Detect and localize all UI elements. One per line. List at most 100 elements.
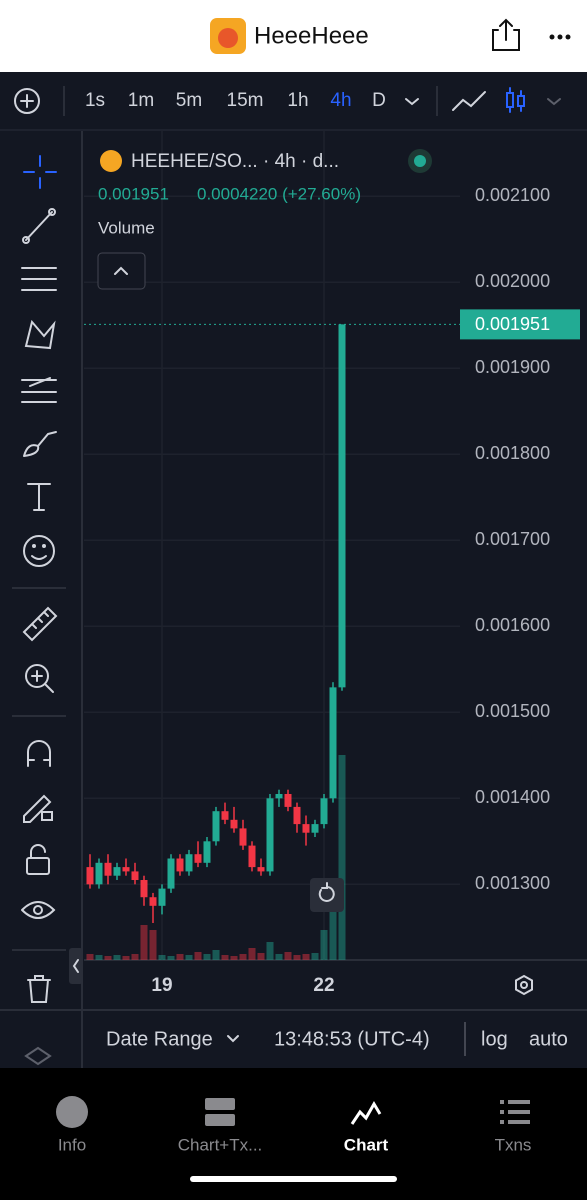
toolbar-bg xyxy=(0,72,587,130)
candle-body xyxy=(203,841,211,863)
tools-bg xyxy=(0,131,82,1068)
y-tick-label: 0.001700 xyxy=(475,529,550,549)
lock-tool[interactable] xyxy=(26,844,50,875)
interval-menu[interactable] xyxy=(405,98,419,106)
date-range[interactable]: Date Range xyxy=(106,1028,213,1050)
plot xyxy=(84,130,460,960)
volume-bar xyxy=(338,755,346,960)
tab[interactable]: Txns xyxy=(495,1135,532,1154)
chart-tx-icon xyxy=(205,1114,235,1126)
y-tick-label: 0.001400 xyxy=(475,787,550,807)
x-tick-label: 19 xyxy=(151,975,172,996)
volume-bar xyxy=(329,900,337,960)
candle-body xyxy=(275,794,283,799)
candle-body xyxy=(176,858,184,872)
interval[interactable]: 1h xyxy=(287,90,308,111)
ruler-tool[interactable] xyxy=(22,606,58,642)
chart-tab-icon xyxy=(350,1101,382,1125)
log-toggle[interactable]: log xyxy=(481,1028,508,1050)
reset-icon xyxy=(318,882,335,902)
text-tool[interactable] xyxy=(27,483,51,511)
volume-bar xyxy=(284,952,292,960)
candle-body xyxy=(266,798,274,872)
tab[interactable]: Chart+Tx... xyxy=(178,1135,263,1154)
legend-toggle-icon xyxy=(114,266,128,275)
line-type-button[interactable] xyxy=(452,91,486,111)
date-range-chevron xyxy=(227,1035,239,1043)
candle-body xyxy=(140,880,148,898)
tab[interactable]: Info xyxy=(58,1135,86,1154)
chart-type-menu[interactable] xyxy=(547,98,561,106)
legend-toggle[interactable] xyxy=(97,252,146,290)
interval[interactable]: 15m xyxy=(227,90,264,111)
clock: 13:48:53 (UTC-4) xyxy=(274,1028,430,1050)
legend-price: 0.001951 xyxy=(98,184,169,203)
emoji-tool[interactable] xyxy=(23,535,55,567)
collapse-tab[interactable] xyxy=(69,948,83,984)
y-tick-label: 0.001300 xyxy=(475,873,550,893)
settings-icon xyxy=(520,981,528,989)
auto-toggle[interactable]: auto xyxy=(529,1028,568,1050)
status-dot xyxy=(414,155,426,167)
lock-draw-tool[interactable] xyxy=(23,794,53,823)
interval[interactable]: 1s xyxy=(85,90,105,111)
volume-bar xyxy=(248,948,256,960)
pattern-tool[interactable] xyxy=(24,319,56,350)
candle-body xyxy=(167,858,175,889)
collapse-icon xyxy=(72,959,79,973)
volume-bar xyxy=(185,955,193,960)
volume-bar xyxy=(266,942,274,960)
interval[interactable]: 5m xyxy=(176,90,202,111)
volume-bar xyxy=(149,930,157,960)
crosshair-tool[interactable] xyxy=(23,155,57,189)
candle-body xyxy=(221,811,229,820)
more-button[interactable] xyxy=(549,34,571,40)
volume-bar xyxy=(95,955,103,960)
volume-bar xyxy=(203,954,211,960)
candle-body xyxy=(131,871,139,881)
volume-bar xyxy=(212,950,220,960)
interval[interactable]: 4h xyxy=(330,90,351,111)
magnet-tool[interactable] xyxy=(27,740,51,767)
interval[interactable]: 1m xyxy=(128,90,154,111)
x-tick-label: 22 xyxy=(313,975,334,996)
candle-body xyxy=(86,867,94,885)
candle-body xyxy=(338,324,346,688)
zoom-tool[interactable] xyxy=(25,664,54,693)
prediction-tool[interactable] xyxy=(21,377,57,403)
candle-body xyxy=(293,806,301,825)
trendline-tool[interactable] xyxy=(22,208,56,244)
interval[interactable]: D xyxy=(372,90,386,111)
add-button[interactable] xyxy=(14,88,40,114)
visibility-tool[interactable] xyxy=(21,901,56,919)
candle-body xyxy=(113,867,121,876)
candle-body xyxy=(149,897,157,906)
reset-button[interactable] xyxy=(310,878,344,912)
candle-body xyxy=(284,794,292,807)
last-price-tag xyxy=(460,309,580,340)
volume-bar xyxy=(176,954,184,960)
candle-type-button[interactable] xyxy=(506,87,525,113)
candle-body xyxy=(95,862,103,885)
header-bg xyxy=(0,0,587,72)
symbol-icon xyxy=(100,150,122,172)
settings-button[interactable] xyxy=(515,974,533,996)
more-tools[interactable] xyxy=(24,1046,52,1066)
volume-bar xyxy=(158,955,166,960)
share-button[interactable] xyxy=(492,18,520,51)
last-price-label: 0.001951 xyxy=(475,314,550,334)
volume-bar xyxy=(275,954,283,960)
fib-tool[interactable] xyxy=(21,267,57,291)
brush-tool[interactable] xyxy=(23,431,57,457)
y-tick-label: 0.002100 xyxy=(475,185,550,205)
home-indicator xyxy=(190,1176,397,1182)
candle-body xyxy=(320,798,328,825)
info-icon xyxy=(56,1096,88,1128)
tab[interactable]: Chart xyxy=(344,1135,389,1154)
candle-body xyxy=(248,845,256,868)
delete-tool[interactable] xyxy=(27,975,51,1003)
candle-body xyxy=(311,824,319,833)
candle-body xyxy=(194,854,202,863)
